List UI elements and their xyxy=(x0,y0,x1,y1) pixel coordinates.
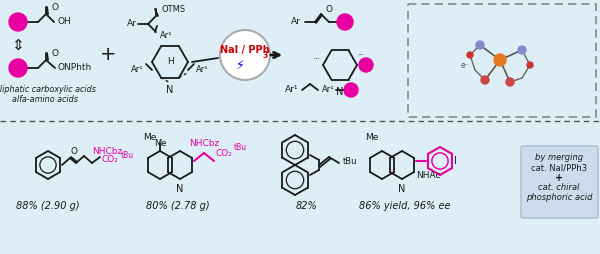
Text: O: O xyxy=(325,6,332,14)
Circle shape xyxy=(9,59,27,77)
Text: CO₂: CO₂ xyxy=(215,149,232,157)
Text: tBu: tBu xyxy=(234,144,247,152)
Circle shape xyxy=(467,52,473,58)
Text: ...: ... xyxy=(314,54,320,60)
Text: 88% (2.90 g): 88% (2.90 g) xyxy=(16,201,80,211)
Circle shape xyxy=(494,54,506,66)
Text: cat. NaI/PPh3: cat. NaI/PPh3 xyxy=(531,164,587,172)
Text: I: I xyxy=(454,156,457,166)
Text: aliphatic carboxylic acids: aliphatic carboxylic acids xyxy=(0,86,95,94)
Text: +: + xyxy=(555,173,563,183)
FancyBboxPatch shape xyxy=(408,4,596,117)
Text: CO₂: CO₂ xyxy=(102,155,119,165)
Ellipse shape xyxy=(220,30,270,80)
Text: Ar: Ar xyxy=(291,18,301,26)
Text: NHCbz: NHCbz xyxy=(92,147,122,155)
Circle shape xyxy=(344,83,358,97)
Text: O: O xyxy=(51,49,58,57)
Circle shape xyxy=(518,46,526,54)
Text: Me: Me xyxy=(154,139,166,148)
Text: ⇕: ⇕ xyxy=(11,38,25,53)
Circle shape xyxy=(337,14,353,30)
Text: NHCbz: NHCbz xyxy=(189,139,219,149)
Text: ONPhth: ONPhth xyxy=(58,64,92,72)
Text: NHAc: NHAc xyxy=(416,170,440,180)
Text: Me: Me xyxy=(143,133,157,141)
Circle shape xyxy=(481,76,489,84)
Text: 86% yield, 96% ee: 86% yield, 96% ee xyxy=(359,201,451,211)
Text: O: O xyxy=(71,147,77,155)
Circle shape xyxy=(476,41,484,49)
Text: N: N xyxy=(166,85,173,95)
Circle shape xyxy=(506,78,514,86)
Text: N: N xyxy=(176,184,184,194)
Text: Ar¹: Ar¹ xyxy=(131,66,144,74)
Text: OH: OH xyxy=(57,18,71,26)
FancyBboxPatch shape xyxy=(521,146,598,218)
Text: Ar¹: Ar¹ xyxy=(322,86,335,94)
Text: +: + xyxy=(100,45,116,65)
Text: NaI / PPh: NaI / PPh xyxy=(220,45,270,55)
Text: 80% (2.78 g): 80% (2.78 g) xyxy=(146,201,210,211)
Text: Me: Me xyxy=(365,133,379,141)
Text: Ar: Ar xyxy=(127,20,137,28)
Text: by merging: by merging xyxy=(535,153,583,163)
Text: Ar¹: Ar¹ xyxy=(284,86,298,94)
Text: ...: ... xyxy=(358,50,364,56)
Circle shape xyxy=(359,58,373,72)
Text: O: O xyxy=(51,3,58,11)
Text: Ar¹: Ar¹ xyxy=(160,31,173,40)
Circle shape xyxy=(527,62,533,68)
Text: N: N xyxy=(398,184,406,194)
Circle shape xyxy=(9,13,27,31)
Text: Ar¹: Ar¹ xyxy=(196,66,209,74)
Text: e⁻: e⁻ xyxy=(461,60,469,70)
Text: tBu: tBu xyxy=(121,151,134,160)
Text: tBu: tBu xyxy=(343,156,358,166)
Text: phosphoric acid: phosphoric acid xyxy=(526,194,592,202)
Text: OTMS: OTMS xyxy=(162,5,186,13)
Text: cat. chiral: cat. chiral xyxy=(538,183,580,193)
Text: H: H xyxy=(167,57,173,67)
Text: ⚡: ⚡ xyxy=(236,58,244,71)
Text: N: N xyxy=(337,87,344,97)
Text: alfa-amino acids: alfa-amino acids xyxy=(12,96,78,104)
Text: 3: 3 xyxy=(263,52,268,60)
Text: 82%: 82% xyxy=(296,201,318,211)
